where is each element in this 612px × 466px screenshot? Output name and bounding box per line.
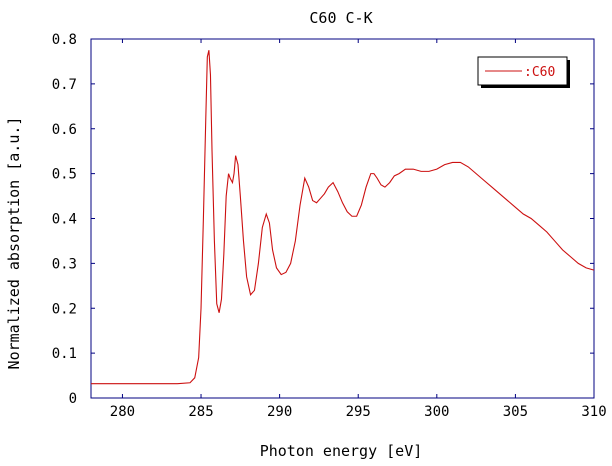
y-axis-ticks: 0 0.1 0.2 0.3 0.4 0.5 0.6 0.7 0.8 — [52, 32, 594, 407]
y-tick-label: 0.7 — [52, 77, 77, 93]
x-tick-label: 305 — [503, 404, 528, 420]
plot-frame — [90, 38, 595, 399]
y-tick-label: 0.8 — [52, 32, 77, 48]
y-tick-label: 0.4 — [52, 212, 77, 228]
plot-area — [90, 38, 595, 399]
legend: :C60 — [477, 56, 570, 88]
x-tick-label: 310 — [581, 404, 606, 420]
y-tick-label: 0.3 — [52, 256, 77, 272]
y-tick-label: 0.2 — [52, 301, 77, 317]
x-tick-label: 285 — [188, 404, 213, 420]
x-axis-ticks: 280 285 290 295 300 305 310 — [110, 39, 607, 420]
x-tick-label: 290 — [267, 404, 292, 420]
y-tick-label: 0.6 — [52, 122, 77, 138]
y-tick-label: 0 — [69, 391, 77, 407]
legend-label: :C60 — [524, 65, 555, 80]
x-tick-label: 280 — [110, 404, 135, 420]
y-tick-label: 0.5 — [52, 167, 77, 183]
y-axis-title: Normalized absorption [a.u.] — [5, 117, 23, 370]
x-tick-label: 300 — [424, 404, 449, 420]
x-axis-title: Photon energy [eV] — [260, 442, 423, 460]
chart-title: C60 C-K — [309, 9, 372, 27]
x-tick-label: 295 — [346, 404, 371, 420]
series-line-c60 — [91, 50, 595, 385]
y-tick-label: 0.1 — [52, 346, 77, 362]
